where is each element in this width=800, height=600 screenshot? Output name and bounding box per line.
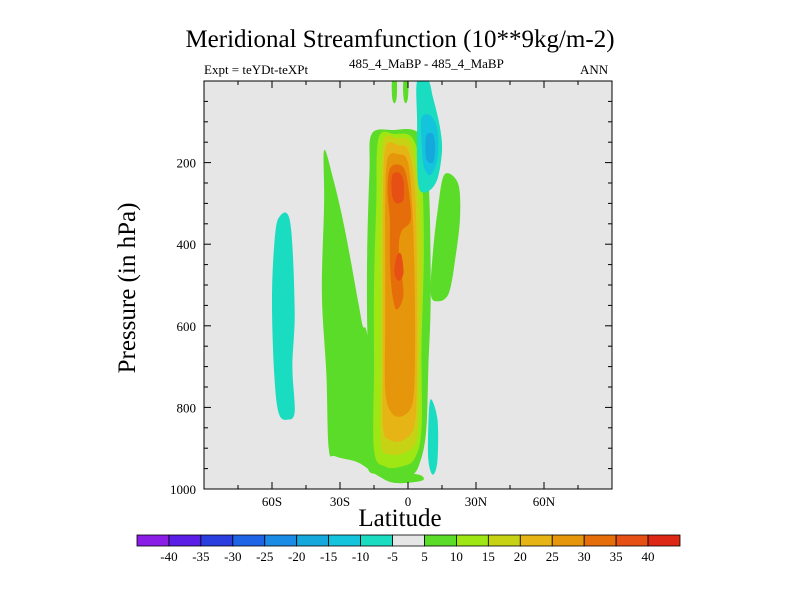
x-tick-label: 30N — [465, 494, 488, 509]
colorbar-swatch — [424, 534, 457, 547]
contour-negative-band-60S — [272, 212, 295, 420]
colorbar-label: 35 — [610, 549, 623, 564]
colorbar-label: 5 — [421, 549, 428, 564]
x-tick-label: 60S — [262, 494, 282, 509]
contour-positive-core-30 — [387, 164, 412, 310]
y-tick-label: 200 — [177, 156, 197, 171]
contour-upper-negative-core — [425, 132, 436, 164]
colorbar: -40 -35 -30 -25 -20 -15 -10 -5 5 10 15 20 25 30 35 40 — [136, 534, 681, 564]
colorbar-swatch — [456, 534, 489, 547]
colorbar-label: -40 — [160, 549, 177, 564]
contour-positive-core-35b — [394, 253, 404, 281]
colorbar-swatch — [583, 534, 617, 547]
colorbar-label: 40 — [642, 549, 655, 564]
colorbar-label: 10 — [450, 549, 463, 564]
contour-negative-blob-10N — [427, 399, 439, 475]
colorbar-swatch — [615, 534, 649, 547]
y-tick-label: 400 — [177, 237, 197, 252]
colorbar-swatch — [296, 534, 330, 547]
axes: 60S 30S 0 30N 60N 200 400 600 800 1000 — [170, 81, 612, 509]
y-tick-label: 600 — [177, 319, 197, 334]
colorbar-label: 15 — [482, 549, 495, 564]
colorbar-swatch — [519, 534, 553, 547]
colorbar-swatch — [200, 534, 234, 547]
colorbar-label: 25 — [546, 549, 559, 564]
colorbar-label: -25 — [256, 549, 273, 564]
colorbar-swatch — [136, 534, 170, 547]
contour-upper-positive-sliver-a — [391, 81, 398, 104]
colorbar-label: -15 — [320, 549, 337, 564]
contour-positive-core-35a — [391, 172, 405, 204]
subtitle-experiment: Expt = teYDt-teXPt — [204, 62, 309, 77]
colorbar-label: -10 — [352, 549, 369, 564]
colorbar-swatch — [487, 534, 521, 547]
x-axis-label: Latitude — [358, 505, 442, 532]
colorbar-label: -35 — [192, 549, 209, 564]
colorbar-swatch — [328, 534, 361, 547]
y-axis-label: Pressure (in hPa) — [114, 202, 141, 374]
colorbar-label: -30 — [224, 549, 241, 564]
colorbar-label: 20 — [514, 549, 527, 564]
contour-positive-lobe-20N — [430, 173, 461, 302]
subtitle-season: ANN — [580, 62, 609, 77]
colorbar-label: 30 — [578, 549, 591, 564]
contour-upper-positive-sliver-b — [403, 81, 409, 104]
colorbar-swatch — [647, 534, 681, 547]
chart-title: Meridional Streamfunction (10**9kg/m-2) — [185, 26, 615, 53]
x-tick-label: 30S — [330, 494, 350, 509]
colorbar-swatch — [264, 534, 298, 547]
colorbar-swatch — [168, 534, 202, 547]
contour-regions — [272, 81, 461, 484]
colorbar-label: -5 — [387, 549, 398, 564]
contour-positive-lobe-35S — [321, 149, 424, 484]
colorbar-swatch — [551, 534, 585, 547]
colorbar-swatch — [392, 534, 425, 547]
x-tick-label: 0 — [405, 494, 412, 509]
subtitle-period: 485_4_MaBP - 485_4_MaBP — [349, 56, 504, 71]
y-tick-label: 800 — [177, 400, 197, 415]
colorbar-label: -20 — [288, 549, 305, 564]
colorbar-swatch — [360, 534, 393, 547]
x-tick-label: 60N — [533, 494, 556, 509]
colorbar-swatch — [232, 534, 266, 547]
y-tick-label: 1000 — [170, 482, 196, 497]
